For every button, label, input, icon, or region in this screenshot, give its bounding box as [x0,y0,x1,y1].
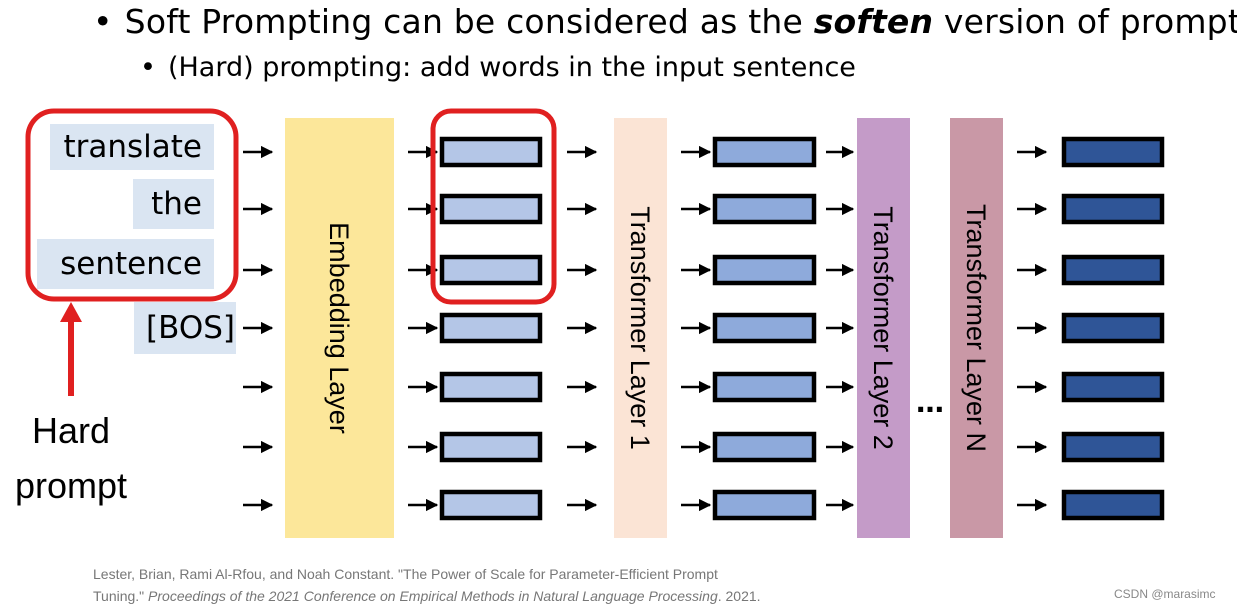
transformer-layer-2-bar [857,118,910,538]
hard-prompt-arrow-icon [60,302,82,322]
watermark: CSDN @marasimc [1114,587,1216,601]
vector-final-6 [1061,489,1165,521]
vector-t1-0 [712,136,817,168]
transformer-layer-1-bar [614,118,667,538]
vector-final-2 [1061,254,1165,286]
bullet2-text: (Hard) prompting: add words in the input… [167,52,856,83]
vector-t1-1 [712,193,817,225]
citation-line2-pre: Tuning." [93,588,149,604]
bullet-dot: • [93,2,113,41]
vector-embedding-0 [439,136,543,168]
vector-final-1 [1061,193,1165,225]
vector-embedding-2 [439,254,543,286]
hard-prompt-label-line2: prompt [14,465,128,506]
token-the: the [133,179,214,229]
bullet1-emphasis: soften [813,2,934,41]
vector-embedding-5 [439,431,543,463]
transformer-layer-2-label: Transformer Layer 2 [868,206,898,450]
bullet-hard-prompting: • (Hard) prompting: add words in the inpu… [140,52,856,83]
vector-t1-4 [712,371,817,403]
citation-venue: Proceedings of the 2021 Conference on Em… [148,588,718,604]
vector-t1-5 [712,431,817,463]
token-sentence: sentence [37,239,214,289]
embedding-layer-bar [285,118,394,538]
token-translate: translate [50,124,214,170]
vector-embedding-6 [439,489,543,521]
vector-final-3 [1061,312,1165,344]
vector-final-4 [1061,371,1165,403]
hard-prompt-label-line1: Hard [31,410,111,451]
bullet1-text-post: version of prompting [943,2,1237,41]
bullet1-text-pre: Soft Prompting can be considered as the [124,2,814,41]
bullet-soft-prompting: • Soft Prompting can be considered as the… [93,2,1237,41]
ellipsis-icon: … [916,386,944,419]
vector-embedding-1 [439,193,543,225]
vector-final-5 [1061,431,1165,463]
embedding-layer-label: Embedding Layer [324,222,354,434]
hard-prompt-label: Hard prompt [0,403,142,513]
arrows-group [243,145,1048,512]
hard-prompt-highlight [25,108,239,302]
citation-line2-post: . 2021. [717,588,761,604]
citation: Lester, Brian, Rami Al-Rfou, and Noah Co… [93,563,922,607]
token-bos: [BOS] [134,302,236,354]
vectors-group [439,136,1165,521]
transformer-layer-n-label: Transformer Layer N [961,204,991,452]
vector-t1-2 [712,254,817,286]
citation-line1: Lester, Brian, Rami Al-Rfou, and Noah Co… [93,566,718,582]
vector-t1-3 [712,312,817,344]
bullet-dot: • [140,52,156,83]
prompt-embedding-highlight [430,108,557,305]
vector-embedding-4 [439,371,543,403]
transformer-layer-1-label: Transformer Layer 1 [625,206,655,450]
citation-line2: Tuning." Proceedings of the 2021 Confere… [93,585,922,607]
vector-t1-6 [712,489,817,521]
transformer-layer-n-bar [950,118,1003,538]
vector-final-0 [1061,136,1165,168]
vector-embedding-3 [439,312,543,344]
